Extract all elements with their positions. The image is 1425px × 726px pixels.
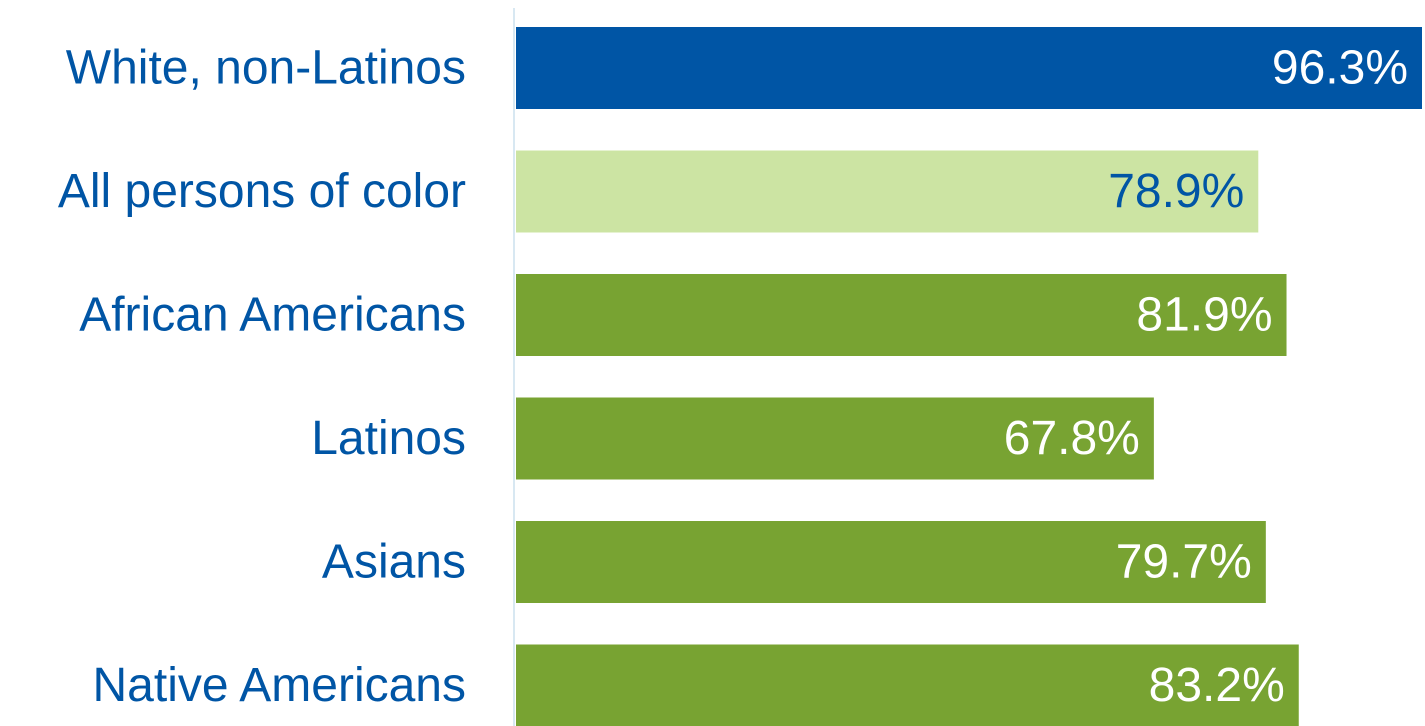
value-label-african-americans: 81.9% — [1136, 289, 1272, 342]
bar-white-non-latinos — [516, 27, 1422, 109]
value-label-all-persons-of-color: 78.9% — [1108, 165, 1244, 218]
value-label-white-non-latinos: 96.3% — [1272, 42, 1408, 95]
bar-african-americans — [516, 274, 1287, 356]
category-label-african-americans: African Americans — [79, 289, 466, 342]
category-label-all-persons-of-color: All persons of color — [58, 165, 466, 218]
category-labels-layer: White, non-Latinos All persons of color Af… — [58, 42, 466, 713]
bars-layer — [516, 27, 1422, 726]
value-labels-layer: 96.3% 78.9% 81.9% 67.8% 79.7% 83.2% — [1004, 42, 1408, 713]
value-label-asians: 79.7% — [1116, 536, 1252, 589]
bar-all-persons-of-color — [516, 150, 1259, 233]
value-label-latinos: 67.8% — [1004, 412, 1140, 465]
bar-latinos — [516, 397, 1154, 480]
bar-native-americans — [516, 644, 1299, 726]
category-label-latinos: Latinos — [311, 412, 466, 465]
category-label-native-americans: Native Americans — [93, 659, 466, 712]
category-label-asians: Asians — [322, 536, 466, 589]
category-label-white-non-latinos: White, non-Latinos — [66, 42, 466, 95]
bar-asians — [516, 521, 1266, 603]
value-label-native-americans: 83.2% — [1149, 659, 1285, 712]
